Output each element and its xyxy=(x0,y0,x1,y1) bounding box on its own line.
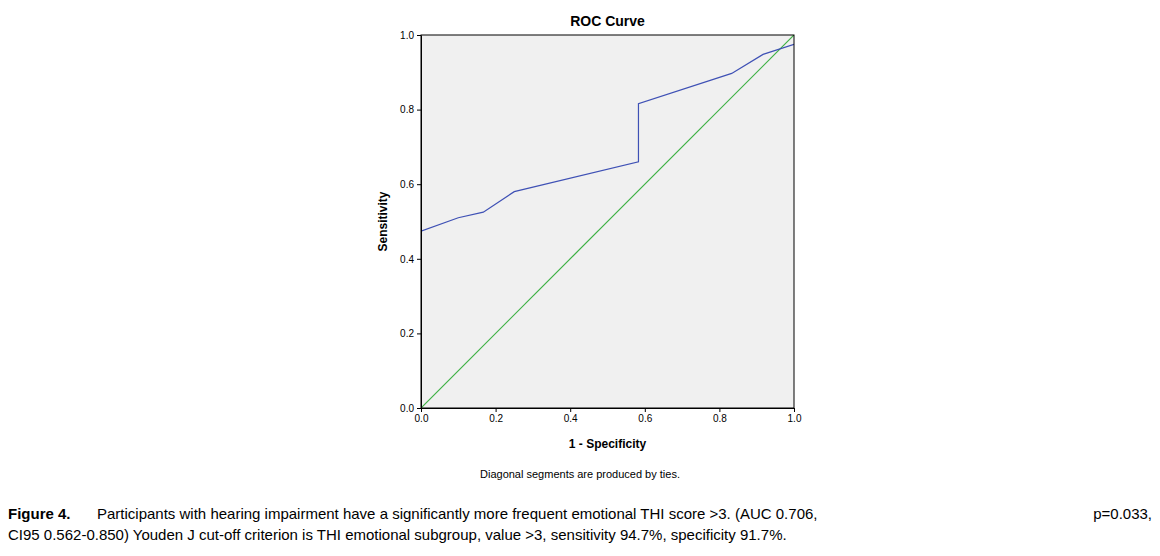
title: ROC Curve xyxy=(570,13,645,29)
y-axis-title: Sensitivity xyxy=(376,191,390,251)
x-tick-mark xyxy=(421,408,422,412)
y-tick: 0.0 xyxy=(400,403,421,414)
y-tick-label: 0.4 xyxy=(400,253,414,264)
x-tick: 0.2 xyxy=(489,408,503,424)
x-tick-label: 0.0 xyxy=(415,413,429,424)
x-tick-mark xyxy=(570,408,571,412)
x-tick-mark xyxy=(645,408,646,412)
x-tick-label: 1.0 xyxy=(788,413,802,424)
plot-marks xyxy=(421,35,794,408)
x-axis-title: 1 - Specificity xyxy=(569,437,647,451)
chart: 0.0 0.2 0.4 0.6 0.8 1.0 0.0 0.2 0.4 0.6 0.8 1.0 ROC … xyxy=(0,0,1160,556)
x-tick-label: 0.4 xyxy=(564,413,578,424)
x-tick-mark xyxy=(719,408,720,412)
x-tick: 0.4 xyxy=(564,408,578,424)
y-tick-label: 0.8 xyxy=(400,104,414,115)
y-tick: 0.8 xyxy=(400,104,421,115)
x-tick: 1.0 xyxy=(788,408,802,424)
y-tick-mark xyxy=(417,184,421,185)
plot-frame xyxy=(421,35,794,408)
y-tick-label: 0.6 xyxy=(400,179,414,190)
y-tick-mark xyxy=(417,408,421,409)
x-tick-mark xyxy=(794,408,795,412)
y-axis: 0.0 0.2 0.4 0.6 0.8 1.0 xyxy=(400,30,421,414)
y-tick-mark xyxy=(417,35,421,36)
x-axis: 0.0 0.2 0.4 0.6 0.8 1.0 xyxy=(415,408,802,424)
y-tick-mark xyxy=(417,259,421,260)
y-tick: 0.2 xyxy=(400,328,421,339)
x-tick-label: 0.2 xyxy=(489,413,503,424)
y-tick: 1.0 xyxy=(400,30,421,41)
caption-label: Figure 4. xyxy=(8,505,71,522)
y-tick: 0.6 xyxy=(400,179,421,190)
x-tick-mark xyxy=(496,408,497,412)
caption-text: Participants with hearing impairment hav… xyxy=(97,505,817,522)
y-tick-mark xyxy=(417,333,421,334)
y-tick-label: 0.0 xyxy=(400,403,414,414)
roc-line xyxy=(421,35,794,408)
x-tick: 0.8 xyxy=(713,408,727,424)
x-tick-label: 0.8 xyxy=(713,413,727,424)
caption-text: p=0.033, xyxy=(1093,505,1152,522)
y-tick-label: 1.0 xyxy=(400,30,414,41)
x-tick-label: 0.6 xyxy=(638,413,652,424)
x-tick: 0.0 xyxy=(415,408,429,424)
caption-text: CI95 0.562-0.850) Youden J cut-off crite… xyxy=(8,526,787,543)
plot-background xyxy=(421,35,794,408)
y-tick-mark xyxy=(417,110,421,111)
y-tick: 0.4 xyxy=(400,253,421,264)
x-tick: 0.6 xyxy=(638,408,652,424)
y-tick-label: 0.2 xyxy=(400,328,414,339)
roc-line xyxy=(421,44,794,408)
y-axis-line xyxy=(421,36,422,409)
note: Diagonal segments are produced by ties. xyxy=(480,468,680,480)
x-axis-line xyxy=(422,408,795,409)
